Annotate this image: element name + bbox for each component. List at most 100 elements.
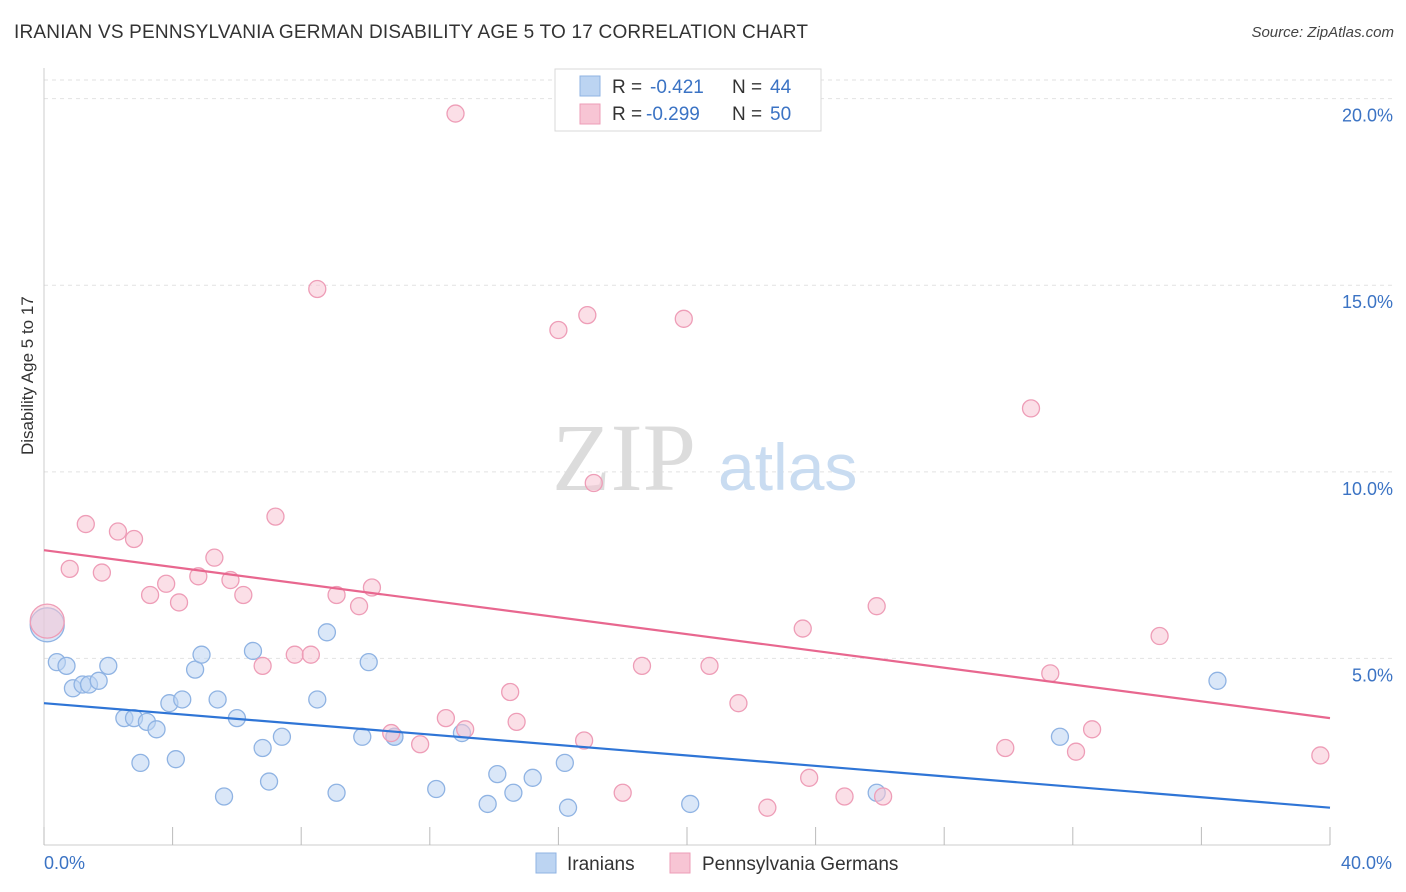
grid-layer (44, 79, 1393, 659)
iranians-point (488, 764, 507, 784)
iranians-point (192, 645, 211, 664)
watermark-zip: ZIP (552, 404, 696, 511)
y-tick-labels: 5.0% 10.0% 15.0% 20.0% (1342, 106, 1393, 686)
pennsylvania-germans-point (124, 529, 144, 549)
watermark: ZIP atlas (552, 404, 857, 511)
iranians-point (681, 794, 700, 814)
legend-n-value-2: 50 (770, 104, 791, 125)
pennsylvania-germans-point (1021, 399, 1041, 418)
pennsylvania-germans-point (729, 694, 748, 713)
iranians-point (272, 727, 292, 746)
iranians-point (504, 783, 523, 802)
chart-title: IRANIAN VS PENNSYLVANIA GERMAN DISABILIT… (14, 22, 809, 43)
pennsylvania-germans-point (189, 567, 208, 586)
pennsylvania-germans-point (92, 563, 112, 582)
iranians-point (359, 652, 378, 672)
pennsylvania-germans-point (800, 768, 819, 787)
series-legend: Iranians Pennsylvania Germans (535, 852, 898, 875)
pennsylvania-germans-point (584, 473, 603, 493)
pennsylvania-germans-point (758, 798, 777, 817)
pennsylvania-germans-point (446, 104, 465, 123)
series-legend-swatch-iranians (535, 852, 557, 874)
pennsylvania-germans-point (327, 585, 346, 605)
y-tick-label: 15.0% (1342, 292, 1393, 312)
pennsylvania-germans-point (108, 522, 128, 541)
iranians-point (327, 783, 346, 802)
series-legend-label-iranians: Iranians (567, 854, 635, 875)
legend-swatch-pennsylvania-germans (579, 103, 601, 125)
y-axis-label: Disability Age 5 to 17 (18, 296, 37, 455)
trend-layer (43, 549, 1331, 809)
legend-r-label-1: R = (612, 77, 642, 98)
legend-r-value-2: -0.299 (646, 104, 700, 125)
iranians-point (208, 690, 227, 709)
series-legend-label-pennsylvania-germans: Pennsylvania Germans (702, 854, 898, 875)
pennsylvania-germans-point (507, 712, 526, 732)
pennsylvania-germans-point (60, 559, 79, 579)
pennsylvania-germans-point (1082, 720, 1102, 739)
watermark-atlas: atlas (718, 430, 857, 504)
pennsylvania-germans-point (308, 279, 327, 299)
points-layer (29, 104, 1330, 817)
iranians-point (131, 753, 150, 773)
pennsylvania-germans-trend-line (43, 549, 1331, 720)
axis-layer (43, 68, 1331, 846)
pennsylvania-germans-point (301, 645, 320, 664)
iranians-point (99, 656, 118, 676)
pennsylvania-germans-point (1311, 746, 1330, 765)
iranians-point (308, 690, 327, 709)
pennsylvania-germans-point (349, 597, 369, 616)
iranians-point (259, 772, 279, 791)
pennsylvania-germans-point (549, 320, 568, 340)
pennsylvania-germans-point (793, 619, 812, 638)
pennsylvania-germans-point (411, 735, 430, 754)
pennsylvania-germans-point (253, 656, 272, 676)
legend-swatch-iranians (579, 75, 601, 97)
iranians-point (1050, 727, 1070, 746)
iranians-point (147, 720, 166, 739)
pennsylvania-germans-point (674, 309, 693, 328)
pennsylvania-germans-point (996, 738, 1015, 758)
pennsylvania-germans-point (76, 514, 95, 534)
legend-n-value-1: 44 (770, 77, 792, 98)
legend-n-label-1: N = (732, 77, 762, 98)
pennsylvania-germans-point (574, 731, 594, 750)
pennsylvania-germans-point (613, 783, 632, 802)
iranians-point (478, 794, 497, 814)
series-legend-swatch-pennsylvania-germans (669, 852, 691, 874)
pennsylvania-germans-point (632, 656, 652, 676)
pennsylvania-germans-point (873, 787, 893, 806)
pennsylvania-germans-point (1066, 742, 1086, 761)
y-tick-label: 10.0% (1342, 479, 1393, 499)
pennsylvania-germans-point (382, 723, 401, 743)
legend-n-label-2: N = (732, 104, 762, 125)
pennsylvania-germans-point (578, 305, 597, 325)
iranians-point (89, 671, 108, 690)
pennsylvania-germans-point (29, 603, 65, 639)
legend-r-label-2: R = (612, 104, 642, 125)
pennsylvania-germans-point (140, 585, 160, 605)
iranians-point (523, 768, 542, 787)
iranians-point (427, 779, 446, 799)
iranians-point (253, 738, 272, 758)
pennsylvania-germans-point (456, 720, 475, 739)
iranians-point (214, 787, 234, 806)
x-tick-label-max: 40.0% (1341, 853, 1392, 873)
pennsylvania-germans-point (234, 585, 253, 605)
pennsylvania-germans-point (205, 548, 224, 567)
pennsylvania-germans-point (266, 507, 285, 526)
pennsylvania-germans-point (157, 574, 176, 593)
pennsylvania-germans-point (1150, 626, 1169, 646)
y-tick-label: 5.0% (1352, 665, 1393, 685)
iranians-trend-line (43, 702, 1331, 809)
iranians-point (1208, 671, 1227, 690)
pennsylvania-germans-point (436, 708, 456, 728)
iranians-point (57, 656, 76, 676)
pennsylvania-germans-point (285, 645, 304, 664)
x-tick-label-min: 0.0% (44, 853, 85, 873)
iranians-point (173, 690, 192, 709)
pennsylvania-germans-point (169, 593, 189, 612)
iranians-point (555, 753, 574, 773)
stats-legend: R = -0.421 N = 44 R = -0.299 N = 50 (554, 68, 822, 132)
